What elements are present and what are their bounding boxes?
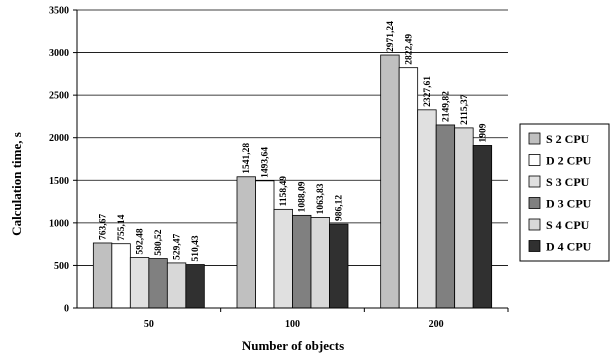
legend-swatch [528, 197, 541, 209]
data-label: 2327,61 [423, 76, 433, 107]
x-axis-title: Number of objects [242, 338, 344, 353]
bar [92, 242, 113, 309]
legend-swatch [528, 132, 541, 145]
bar [454, 127, 474, 309]
legend-entry: D 2 CPU [546, 154, 592, 168]
data-label: 1909 [478, 123, 488, 142]
data-label: 2149,82 [441, 91, 451, 122]
legend-entry: D 4 CPU [546, 240, 592, 254]
x-tick-label: 100 [285, 319, 300, 330]
y-tick-label: 1500 [49, 176, 69, 187]
y-tick-labels: 0 500 1000 1500 2000 2500 3000 3500 [49, 6, 69, 315]
bar [398, 67, 419, 309]
legend-entry: S 2 CPU [546, 132, 590, 146]
x-tick-labels: 50 100 200 [144, 308, 509, 330]
bar [166, 262, 187, 309]
bar [148, 258, 168, 309]
data-label: 2971,24 [386, 21, 396, 52]
data-label: 592,48 [136, 228, 146, 254]
y-tick-label: 500 [54, 261, 69, 272]
legend-swatch [528, 218, 541, 231]
y-axis-title: Calculation time, s [9, 132, 24, 236]
bar [292, 214, 312, 309]
data-label: 510,43 [191, 235, 201, 261]
legend-entry: S 4 CPU [546, 218, 590, 232]
bar [417, 109, 437, 309]
y-tick-label: 1000 [49, 218, 69, 229]
axes [76, 10, 508, 309]
legend-swatch [528, 175, 541, 188]
bars [92, 54, 493, 309]
bar [129, 257, 150, 309]
bar [273, 208, 293, 309]
bar [111, 243, 131, 309]
data-label: 580,52 [154, 229, 164, 255]
data-label: 755,14 [117, 214, 127, 240]
data-label: 1158,49 [279, 176, 289, 207]
legend-swatch [528, 240, 541, 252]
data-label: 1493,64 [261, 147, 271, 178]
data-label: 986,12 [335, 195, 345, 221]
x-tick-label: 50 [144, 319, 154, 330]
bar [185, 264, 205, 309]
bar [472, 145, 493, 309]
data-label: 1541,28 [242, 143, 252, 174]
bar [329, 223, 349, 309]
x-tick-label: 200 [429, 319, 444, 330]
bar [435, 124, 456, 309]
data-label: 2115,37 [460, 94, 470, 125]
legend-entry: D 3 CPU [546, 197, 592, 211]
legend-frame [519, 123, 610, 262]
y-tick-label: 0 [64, 304, 69, 315]
data-label: 1063,83 [316, 183, 326, 214]
bar [310, 217, 330, 309]
data-labels: 763,67 755,14 592,48 580,52 529,47 510,43 1541… [99, 21, 489, 262]
y-tick-label: 2000 [49, 133, 69, 144]
data-label: 529,47 [173, 234, 183, 260]
y-tick-label: 3000 [49, 48, 69, 59]
y-tick-label: 2500 [49, 91, 69, 102]
legend-swatch [528, 154, 541, 166]
bar [236, 176, 256, 309]
bar [255, 180, 275, 309]
data-label: 763,67 [99, 214, 109, 240]
data-label: 2822,49 [404, 34, 414, 65]
data-label: 1088,09 [298, 181, 308, 212]
legend: S 2 CPU D 2 CPU S 3 CPU D 3 CPU S 4 CPU D 4 C… [519, 123, 610, 262]
bar [380, 54, 400, 309]
legend-entry: S 3 CPU [546, 175, 590, 189]
y-tick-label: 3500 [49, 6, 69, 17]
